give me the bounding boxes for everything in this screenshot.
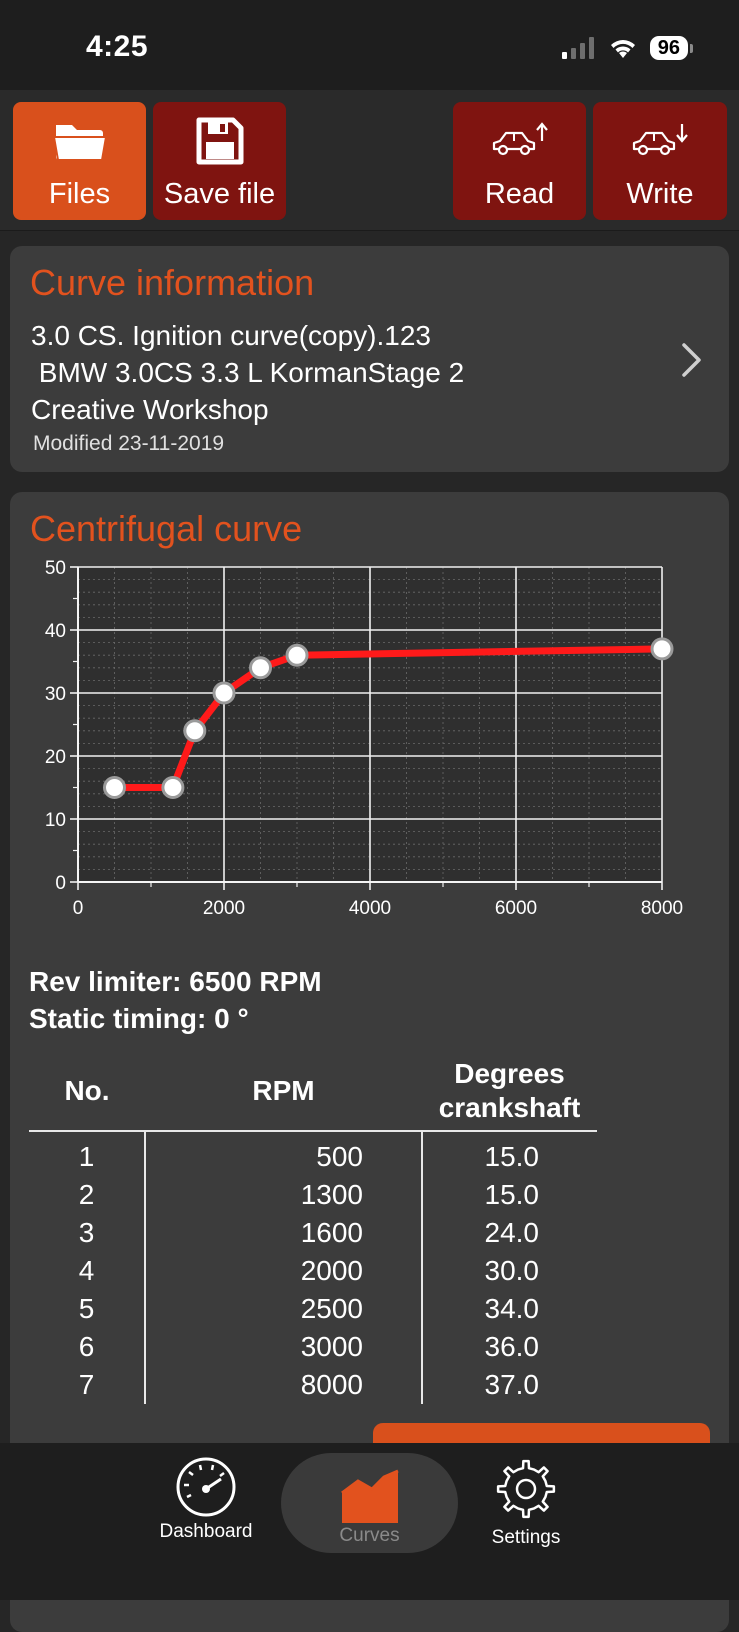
row-degrees: 30.0: [484, 1255, 540, 1286]
y-tick-label: 50: [45, 558, 66, 579]
save-file-label: Save file: [163, 178, 276, 210]
table-row[interactable]: 3 1600 24.0: [29, 1214, 597, 1252]
table-row[interactable]: 5 2500 34.0: [29, 1290, 597, 1328]
row-rpm: 2500: [144, 1290, 423, 1328]
data-point[interactable]: [650, 637, 674, 661]
curve-information-title: Curve information: [30, 262, 315, 303]
row-no: 6: [78, 1331, 95, 1362]
read-label: Read: [484, 178, 555, 210]
battery-tip: [690, 43, 693, 53]
tab-dashboard-label: Dashboard: [159, 1521, 253, 1542]
centrifugal-chart[interactable]: 0 2000 4000 6000 8000 0 10 20 30 40 50: [10, 552, 729, 937]
tab-curves[interactable]: Curves: [281, 1453, 458, 1553]
table-row[interactable]: 7 8000 37.0: [29, 1366, 597, 1404]
row-degrees: 34.0: [484, 1293, 540, 1324]
row-rpm: 8000: [144, 1366, 423, 1404]
curve-modified-date: Modified 23-11-2019: [33, 432, 225, 455]
tab-settings-label: Settings: [491, 1527, 561, 1548]
y-tick-label: 20: [45, 747, 66, 768]
y-tick-label: 0: [55, 873, 66, 894]
header-degrees-line2: crankshaft: [438, 1092, 581, 1123]
gear-icon: [496, 1459, 556, 1519]
save-file-button[interactable]: Save file: [153, 102, 286, 220]
curve-file-name: 3.0 CS. Ignition curve(copy).123: [31, 320, 431, 351]
chevron-right-icon[interactable]: [681, 342, 703, 378]
static-timing: Static timing: 0 °: [29, 1003, 249, 1034]
rev-limiter: Rev limiter: 6500 RPM: [29, 966, 322, 997]
row-rpm: 1600: [144, 1214, 423, 1252]
tab-settings[interactable]: Settings: [478, 1457, 574, 1549]
table-row[interactable]: 4 2000 30.0: [29, 1252, 597, 1290]
row-degrees: 36.0: [484, 1331, 540, 1362]
row-rpm: 2000: [144, 1252, 423, 1290]
centrifugal-curve-title: Centrifugal curve: [30, 508, 303, 549]
table-row[interactable]: 2 1300 15.0: [29, 1176, 597, 1214]
row-no: 1: [78, 1141, 95, 1172]
battery-level: 96: [649, 36, 688, 60]
files-label: Files: [48, 178, 111, 210]
row-no: 4: [78, 1255, 95, 1286]
x-tick-label: 4000: [349, 898, 391, 919]
toolbar: Files Save file Read: [0, 90, 739, 231]
x-tick-label: 2000: [203, 898, 245, 919]
row-degrees: 15.0: [484, 1141, 540, 1172]
data-point[interactable]: [161, 776, 185, 799]
y-tick-label: 30: [45, 684, 66, 705]
write-label: Write: [626, 178, 694, 210]
table-row[interactable]: 1 500 15.0: [29, 1131, 597, 1176]
curve-author: Creative Workshop: [31, 394, 269, 425]
y-tick-label: 10: [45, 810, 66, 831]
row-degrees: 15.0: [484, 1179, 540, 1210]
data-point[interactable]: [103, 776, 126, 799]
header-no: No.: [29, 1052, 145, 1132]
tab-curves-label: Curves: [339, 1525, 400, 1546]
car-download-icon: [632, 124, 688, 156]
speedometer-icon: [176, 1457, 236, 1517]
signal-icon: [561, 37, 594, 59]
status-icons: 96: [561, 36, 693, 60]
curve-vehicle: BMW 3.0CS 3.3 L KormanStage 2: [31, 357, 465, 388]
table-header-row: No. RPM Degrees crankshaft: [29, 1052, 597, 1132]
write-button[interactable]: Write: [593, 102, 727, 220]
row-no: 2: [78, 1179, 95, 1210]
header-rpm: RPM: [145, 1052, 422, 1132]
header-degrees-line1: Degrees: [454, 1058, 565, 1089]
car-upload-icon: [492, 122, 548, 156]
row-no: 7: [78, 1369, 95, 1400]
status-time: 4:25: [86, 30, 149, 63]
row-rpm: 500: [144, 1131, 423, 1176]
tab-dashboard[interactable]: Dashboard: [150, 1455, 262, 1543]
curve-chart-icon: [340, 1469, 399, 1523]
battery-indicator: 96: [649, 36, 693, 60]
data-point[interactable]: [285, 643, 309, 667]
wifi-icon: [610, 40, 635, 58]
data-point[interactable]: [212, 681, 236, 705]
row-rpm: 3000: [144, 1328, 423, 1366]
row-no: 5: [78, 1293, 95, 1324]
status-bar: 4:25 96: [0, 0, 739, 90]
tab-bar: Dashboard Curves Settings: [0, 1443, 739, 1600]
row-degrees: 37.0: [484, 1369, 540, 1400]
curve-information-card[interactable]: Curve information 3.0 CS. Ignition curve…: [10, 246, 729, 472]
floppy-disk-icon: [196, 117, 243, 165]
data-point[interactable]: [183, 719, 207, 743]
y-tick-label: 40: [45, 621, 66, 642]
files-button[interactable]: Files: [13, 102, 146, 220]
read-button[interactable]: Read: [453, 102, 586, 220]
row-rpm: 1300: [144, 1176, 423, 1214]
x-tick-label: 6000: [495, 898, 537, 919]
folder-icon: [52, 125, 107, 161]
x-tick-label: 0: [73, 898, 84, 919]
row-degrees: 24.0: [484, 1217, 540, 1248]
curve-points-table: No. RPM Degrees crankshaft 1 500 15.0 2 1300…: [29, 1052, 597, 1404]
header-degrees: Degrees crankshaft: [422, 1052, 597, 1132]
table-row[interactable]: 6 3000 36.0: [29, 1328, 597, 1366]
data-point[interactable]: [249, 656, 272, 680]
x-tick-label: 8000: [641, 898, 683, 919]
row-no: 3: [78, 1217, 95, 1248]
